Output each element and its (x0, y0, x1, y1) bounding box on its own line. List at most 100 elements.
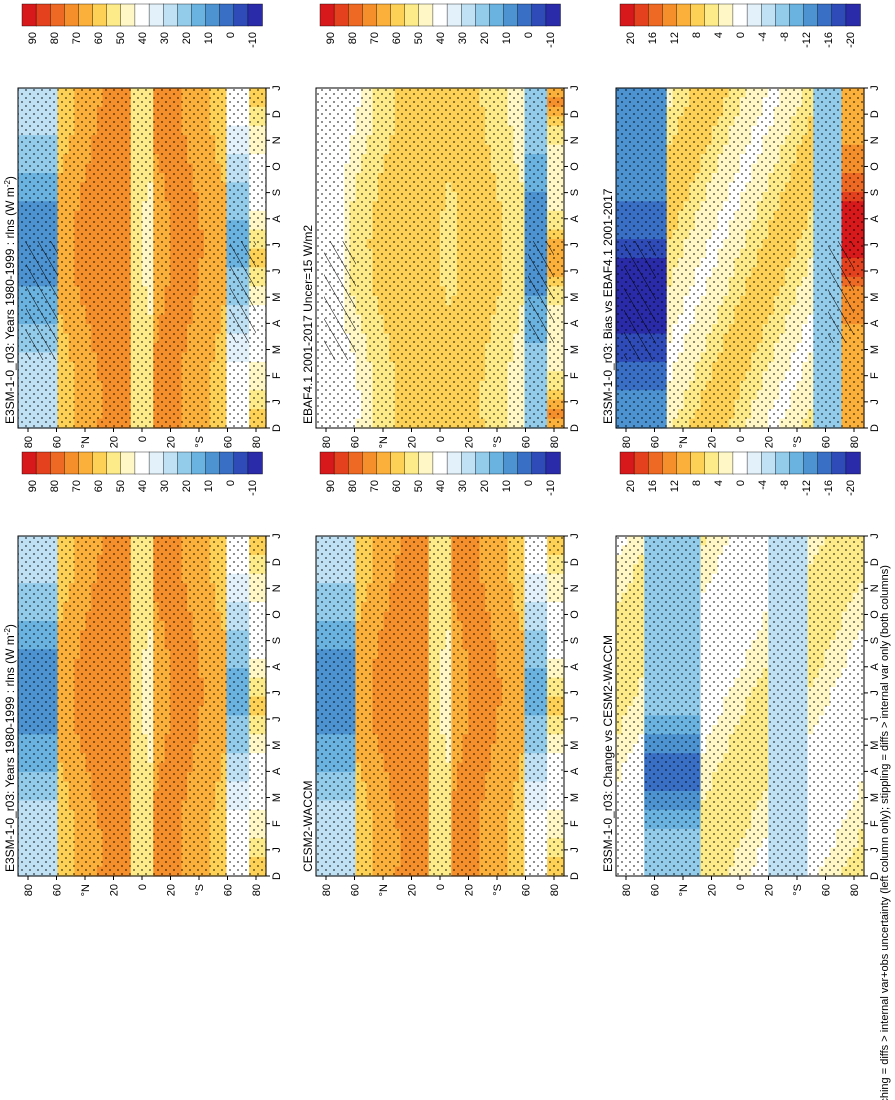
colorbar-swatch (35, 451, 51, 475)
colorbar-tick-label: -10 (247, 480, 259, 496)
colorbar: 90 80 70 60 50 40 30 20 10 0 -10 (319, 3, 561, 48)
month-tick-label: J (569, 268, 581, 274)
lat-tick-label: 60 (52, 884, 64, 896)
colorbar-tick-label: 30 (457, 32, 469, 44)
colorbar-swatch (205, 3, 221, 27)
colorbar-tick-label: 50 (413, 32, 425, 44)
lat-tick-label: 80 (23, 436, 35, 448)
colorbar-swatch (446, 3, 462, 27)
colorbar-swatch (191, 451, 207, 475)
lat-tick-label: 0 (137, 884, 149, 890)
colorbar-tick-label: -10 (247, 32, 259, 48)
month-tick-label: N (271, 136, 283, 144)
colorbar-tick-label: 70 (71, 480, 83, 492)
month-tick-label: M (271, 793, 283, 802)
colorbar-tick-label: 10 (203, 480, 215, 492)
colorbar: 90 80 70 60 50 40 30 20 10 0 -10 (21, 3, 263, 48)
colorbar-tick-label: 0 (523, 32, 535, 38)
colorbar-swatch (489, 3, 505, 27)
colorbar-swatch (233, 451, 249, 475)
lat-tick-label: 80 (251, 436, 263, 448)
month-tick-label: F (271, 372, 283, 379)
colorbar-swatch (50, 451, 66, 475)
stippling-overlay (316, 88, 564, 428)
colorbar-swatch (191, 3, 207, 27)
colorbar-tick-label: 0 (225, 32, 237, 38)
month-tick-label: J (569, 399, 581, 405)
month-tick-label: J (271, 716, 283, 722)
month-tick-label: D (271, 424, 283, 432)
month-tick-label: M (569, 293, 581, 302)
month-tick-label: J (271, 399, 283, 405)
colorbar-tick-label: 50 (115, 480, 127, 492)
colorbar-swatch (219, 451, 235, 475)
month-tick-label: M (271, 293, 283, 302)
colorbar-swatch (333, 3, 349, 27)
colorbar-swatch (545, 3, 561, 27)
colorbar-swatch (78, 3, 94, 27)
colorbar-swatch (461, 3, 477, 27)
colorbar-swatch (162, 3, 178, 27)
month-tick-label: M (271, 345, 283, 354)
month-tick-label: A (271, 662, 283, 670)
month-tick-label: N (271, 584, 283, 592)
panel-title: EBAF4.1 2001-2017 Uncer=15 W/m2 (301, 225, 315, 424)
colorbar: 90 80 70 60 50 40 30 20 10 0 -10 (21, 451, 263, 496)
lat-tick-label: 0 (137, 436, 149, 442)
colorbar-tick-label: 20 (181, 32, 193, 44)
colorbar-swatch (503, 3, 519, 27)
colorbar-tick-label: 30 (159, 480, 171, 492)
lat-tick-label: 80 (321, 436, 333, 448)
month-tick-label: J (271, 268, 283, 274)
lat-tick-label: 60 (223, 884, 235, 896)
month-tick-label: J (271, 85, 283, 91)
colorbar-swatch (475, 3, 491, 27)
month-tick-label: D (271, 872, 283, 880)
colorbar-swatch (517, 3, 533, 27)
lat-tick-label: 80 (23, 884, 35, 896)
colorbar-tick-label: 40 (137, 480, 149, 492)
colorbar-swatch (404, 3, 420, 27)
colorbar-swatch (162, 451, 178, 475)
colorbar-tick-label: 0 (225, 480, 237, 486)
lat-tick-label: 60 (223, 436, 235, 448)
month-tick-label: A (569, 214, 581, 222)
month-tick-label: A (271, 767, 283, 775)
colorbar-swatch (247, 3, 263, 27)
lat-tick-label: °N (80, 436, 92, 448)
lat-tick-label: 80 (549, 436, 561, 448)
colorbar-swatch (21, 451, 37, 475)
colorbar-tick-label: 70 (369, 32, 381, 44)
lat-tick-label: 80 (251, 884, 263, 896)
colorbar-swatch (50, 3, 66, 27)
lat-tick-label: °S (194, 436, 206, 448)
colorbar-tick-label: 10 (501, 32, 513, 44)
hatching-overlay (324, 241, 356, 360)
month-tick-label: J (569, 242, 581, 248)
month-tick-label: F (569, 372, 581, 379)
colorbar-swatch (205, 451, 221, 475)
colorbar-tick-label: 50 (115, 32, 127, 44)
colorbar-swatch (376, 3, 392, 27)
colorbar-tick-label: 60 (93, 480, 105, 492)
colorbar-tick-label: -10 (545, 32, 557, 48)
colorbar-tick-label: 60 (391, 32, 403, 44)
colorbar-tick-label: 40 (435, 32, 447, 44)
month-tick-label: M (271, 741, 283, 750)
colorbar-swatch (21, 3, 37, 27)
colorbar-swatch (219, 3, 235, 27)
month-tick-label: M (569, 345, 581, 354)
colorbar-swatch (319, 3, 335, 27)
colorbar-tick-label: 90 (325, 32, 337, 44)
colorbar-tick-label: 20 (479, 32, 491, 44)
lat-tick-label: 20 (109, 436, 121, 448)
month-tick-label: A (569, 319, 581, 327)
colorbar-tick-label: 20 (181, 480, 193, 492)
lat-tick-label: 60 (521, 436, 533, 448)
lat-tick-label: 60 (350, 436, 362, 448)
hatching-overlay (528, 241, 554, 343)
lat-tick-label: 20 (464, 436, 476, 448)
colorbar-tick-label: 10 (203, 32, 215, 44)
lat-tick-label: °N (378, 436, 390, 448)
